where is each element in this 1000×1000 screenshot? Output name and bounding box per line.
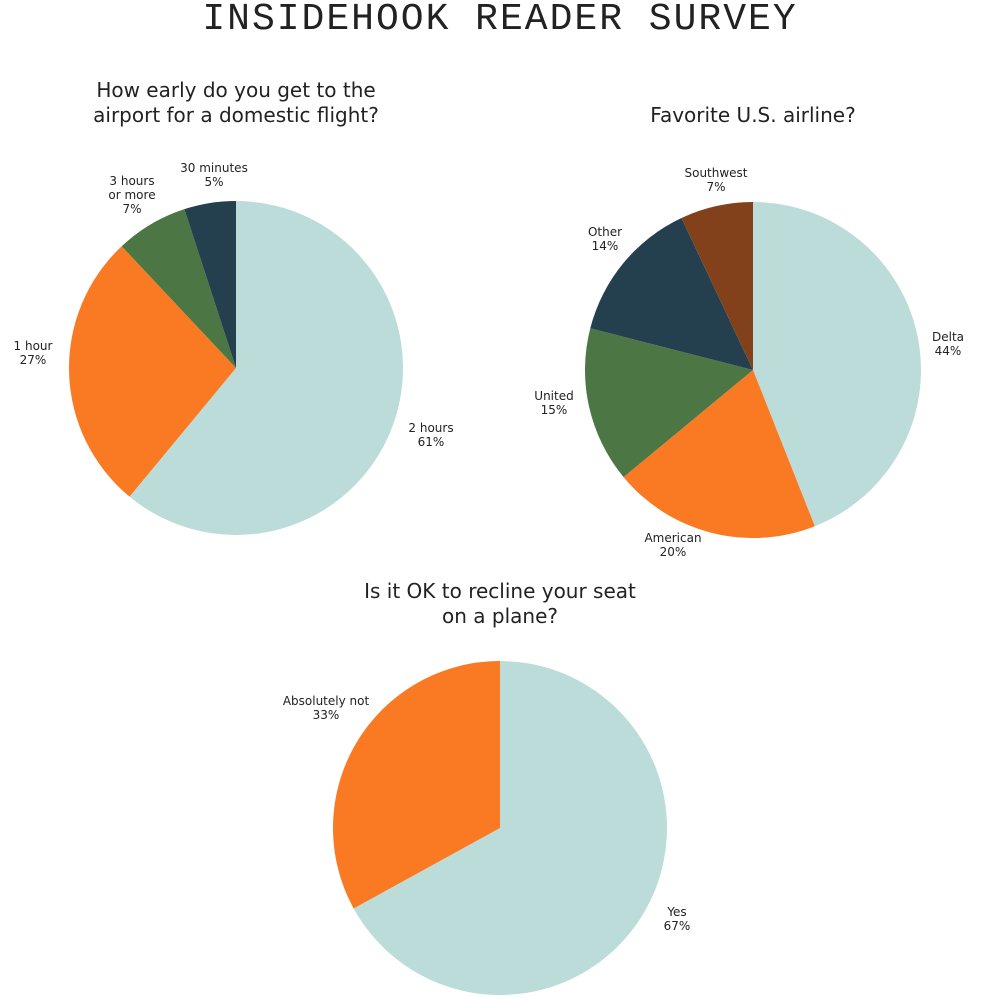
pie-slice-30-minutes xyxy=(184,201,236,368)
pie-slice-absolutely-not xyxy=(333,661,500,909)
slice-label-delta: Delta 44% xyxy=(932,330,964,358)
slice-label-1-hour: 1 hour 27% xyxy=(14,339,53,367)
slice-label-3-hours-or-more: 3 hours or more 7% xyxy=(108,174,155,216)
pie-slice-yes xyxy=(353,661,668,995)
chart-title: Favorite U.S. airline? xyxy=(650,103,855,127)
pie-slice-delta xyxy=(753,202,921,527)
pie-slice-3-hours-or-more xyxy=(121,209,236,368)
slice-label-2-hours: 2 hours 61% xyxy=(408,421,453,449)
page-title: INSIDEHOOK READER SURVEY xyxy=(202,0,798,41)
pie-slice-2-hours xyxy=(129,201,403,536)
slice-label-absolutely-not: Absolutely not 33% xyxy=(283,694,370,722)
slice-label-30-minutes: 30 minutes 5% xyxy=(180,161,248,189)
pie-slice-other xyxy=(590,217,753,370)
chart-title: How early do you get to the airport for a… xyxy=(93,78,379,127)
pie-slice-1-hour xyxy=(68,246,236,497)
pie-chart-2: Favorite U.S. airline? Delta 44% American 20… xyxy=(534,103,964,559)
slice-label-united: United 15% xyxy=(534,389,573,417)
slice-label-other: Other 14% xyxy=(588,225,622,253)
chart-title: Is it OK to recline your seat on a plane? xyxy=(364,579,636,628)
pie-slice-southwest xyxy=(681,202,753,370)
slice-label-yes: Yes 67% xyxy=(664,905,691,933)
pie-chart-3: Is it OK to recline your seat on a plane?… xyxy=(283,579,691,995)
slice-label-southwest: Southwest 7% xyxy=(684,166,747,194)
pie-slice-united xyxy=(585,328,753,478)
slice-label-american: American 20% xyxy=(644,531,701,559)
pie-slice-american xyxy=(623,370,815,538)
pie-chart-1: How early do you get to the airport for a… xyxy=(14,78,454,536)
